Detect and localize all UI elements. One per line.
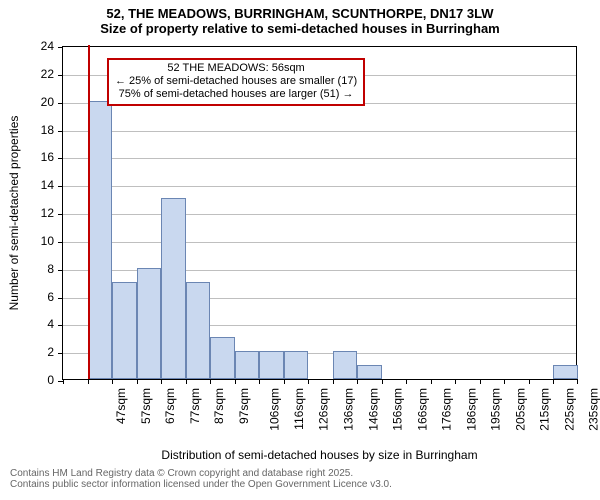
x-tick-mark (577, 379, 578, 384)
y-tick-label: 0 (47, 373, 54, 387)
callout-line1: 52 THE MEADOWS: 56sqm (115, 62, 357, 75)
histogram-bar (137, 268, 162, 379)
highlight-callout: 52 THE MEADOWS: 56sqm ← 25% of semi-deta… (107, 58, 365, 106)
histogram-bar (333, 351, 358, 379)
x-tick-mark (431, 379, 432, 384)
y-tick-mark (58, 242, 63, 243)
gridline (63, 242, 576, 243)
y-tick-mark (58, 75, 63, 76)
highlight-line (88, 45, 90, 379)
y-tick-mark (58, 47, 63, 48)
callout-line3: 75% of semi-detached houses are larger (… (115, 88, 357, 101)
x-tick-label: 126sqm (317, 388, 331, 431)
chart-title-line2: Size of property relative to semi-detach… (0, 21, 600, 36)
gridline (63, 186, 576, 187)
x-tick-mark (308, 379, 309, 384)
x-tick-label: 225sqm (562, 388, 576, 431)
x-tick-mark (235, 379, 236, 384)
chart-title-line1: 52, THE MEADOWS, BURRINGHAM, SCUNTHORPE,… (0, 0, 600, 21)
histogram-bar (357, 365, 382, 379)
x-tick-mark (186, 379, 187, 384)
histogram-bar (284, 351, 309, 379)
x-tick-label: 116sqm (292, 388, 306, 430)
histogram-bar (161, 198, 186, 379)
histogram-bar (186, 282, 211, 379)
x-tick-label: 215sqm (538, 388, 552, 431)
x-tick-mark (504, 379, 505, 384)
x-tick-label: 97sqm (237, 388, 251, 424)
x-tick-label: 106sqm (268, 388, 282, 431)
footer-line2: Contains public sector information licen… (10, 479, 600, 490)
x-tick-mark (357, 379, 358, 384)
y-tick-label: 22 (41, 67, 54, 81)
histogram-bar (112, 282, 137, 379)
y-tick-mark (58, 325, 63, 326)
x-tick-label: 77sqm (188, 388, 202, 424)
histogram-bar (259, 351, 284, 379)
x-tick-mark (137, 379, 138, 384)
y-tick-label: 4 (47, 317, 54, 331)
callout-line2: ← 25% of semi-detached houses are smalle… (115, 75, 357, 88)
x-tick-mark (406, 379, 407, 384)
x-tick-label: 57sqm (139, 388, 153, 424)
x-axis-ticks: 47sqm 57sqm 67sqm 77sqm 87sqm 97sqm 106sqm 116s… (62, 388, 577, 448)
gridline (63, 158, 576, 159)
x-tick-label: 205sqm (513, 388, 527, 431)
x-tick-mark (529, 379, 530, 384)
x-tick-mark (480, 379, 481, 384)
x-tick-label: 87sqm (212, 388, 226, 424)
x-tick-mark (455, 379, 456, 384)
y-tick-mark (58, 214, 63, 215)
histogram-bar (553, 365, 578, 379)
histogram-bar (88, 101, 113, 379)
x-tick-mark (333, 379, 334, 384)
x-tick-mark (259, 379, 260, 384)
x-tick-label: 156sqm (391, 388, 405, 431)
y-tick-mark (58, 298, 63, 299)
y-tick-mark (58, 103, 63, 104)
x-tick-label: 146sqm (366, 388, 380, 431)
y-tick-label: 16 (41, 150, 54, 164)
x-tick-label: 136sqm (342, 388, 356, 431)
x-tick-label: 195sqm (489, 388, 503, 431)
x-tick-label: 186sqm (464, 388, 478, 431)
footer-line1: Contains HM Land Registry data © Crown c… (10, 468, 600, 479)
y-tick-label: 12 (41, 206, 54, 220)
histogram-bar (210, 337, 235, 379)
y-tick-label: 18 (41, 123, 54, 137)
x-tick-mark (382, 379, 383, 384)
gridline (63, 214, 576, 215)
histogram-bar (235, 351, 260, 379)
y-tick-label: 20 (41, 95, 54, 109)
x-tick-mark (112, 379, 113, 384)
y-tick-mark (58, 158, 63, 159)
x-tick-mark (161, 379, 162, 384)
y-tick-label: 2 (47, 345, 54, 359)
x-axis-title: Distribution of semi-detached houses by … (62, 448, 577, 462)
x-tick-mark (553, 379, 554, 384)
y-tick-mark (58, 131, 63, 132)
y-tick-label: 6 (47, 290, 54, 304)
y-tick-mark (58, 270, 63, 271)
x-tick-mark (63, 379, 64, 384)
y-axis-title: Number of semi-detached properties (7, 116, 21, 311)
x-tick-label: 47sqm (114, 388, 128, 424)
y-tick-label: 8 (47, 262, 54, 276)
y-tick-mark (58, 186, 63, 187)
y-tick-label: 24 (41, 39, 54, 53)
gridline (63, 131, 576, 132)
x-tick-label: 235sqm (587, 388, 600, 431)
y-tick-label: 14 (41, 178, 54, 192)
y-tick-mark (58, 353, 63, 354)
chart-root: 52, THE MEADOWS, BURRINGHAM, SCUNTHORPE,… (0, 0, 600, 500)
x-tick-label: 166sqm (415, 388, 429, 431)
x-tick-mark (284, 379, 285, 384)
x-tick-mark (210, 379, 211, 384)
y-tick-label: 10 (41, 234, 54, 248)
x-tick-label: 67sqm (163, 388, 177, 424)
x-tick-label: 176sqm (440, 388, 454, 431)
footer: Contains HM Land Registry data © Crown c… (0, 468, 600, 490)
x-tick-mark (88, 379, 89, 384)
